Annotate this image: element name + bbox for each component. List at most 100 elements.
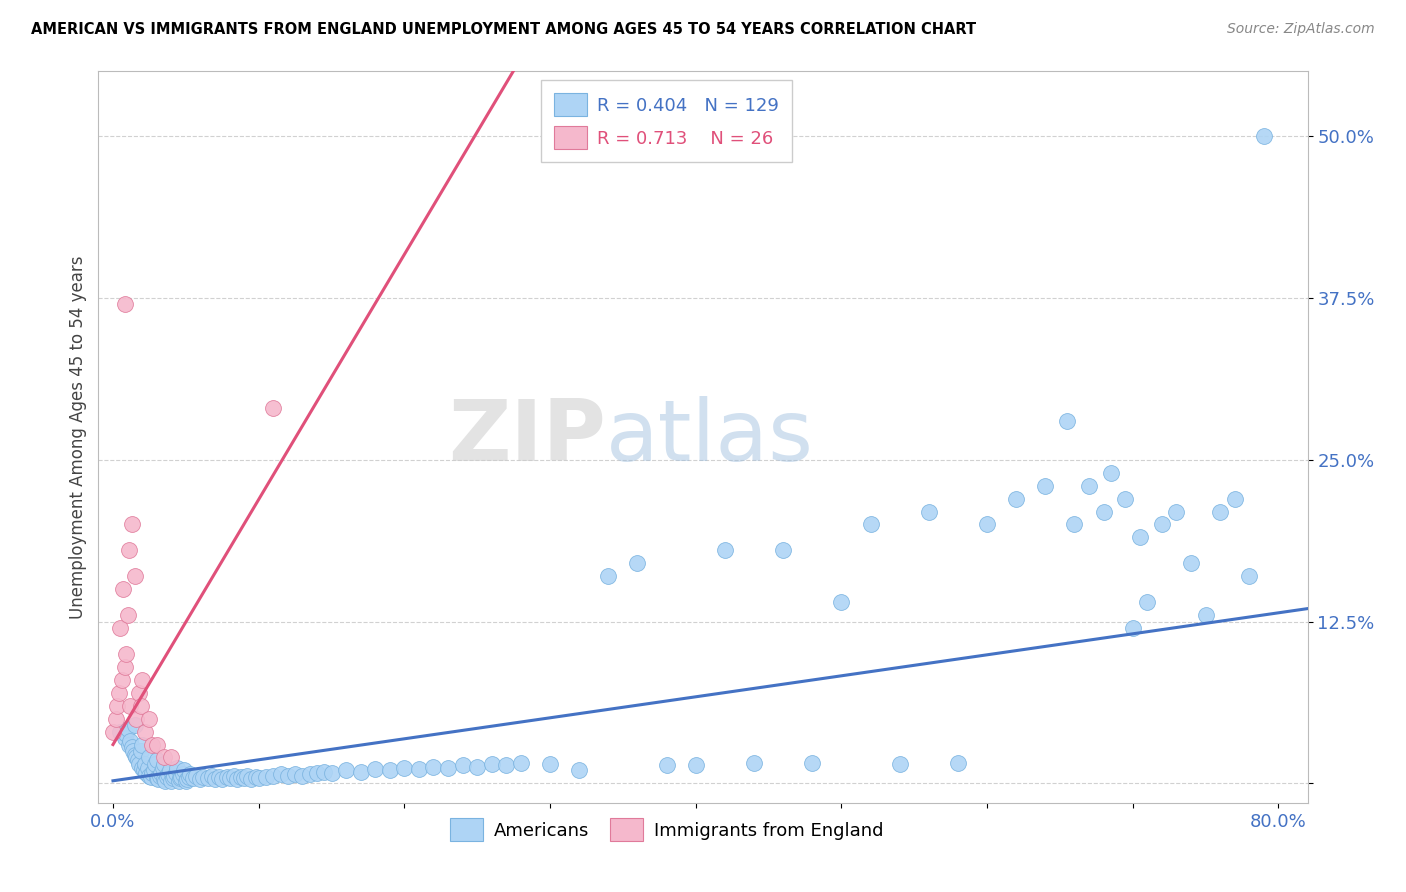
- Point: [437, 761, 460, 775]
- Text: ZIP: ZIP: [449, 395, 606, 479]
- Point: [291, 769, 314, 783]
- Point: [190, 772, 212, 787]
- Point: [193, 770, 215, 784]
- Point: [172, 767, 194, 781]
- Point: [830, 595, 852, 609]
- Point: [131, 673, 153, 687]
- Point: [157, 767, 180, 781]
- Point: [120, 733, 142, 747]
- Point: [108, 686, 131, 700]
- Point: [129, 744, 152, 758]
- Point: [225, 772, 247, 787]
- Point: [114, 731, 136, 745]
- Point: [124, 718, 146, 732]
- Point: [117, 722, 139, 736]
- Point: [163, 769, 186, 783]
- Point: [1078, 478, 1101, 492]
- Point: [1092, 504, 1115, 518]
- Point: [247, 771, 270, 785]
- Point: [298, 767, 321, 781]
- Point: [143, 756, 166, 771]
- Point: [626, 557, 648, 571]
- Point: [115, 647, 138, 661]
- Point: [110, 621, 132, 635]
- Point: [141, 766, 163, 780]
- Point: [104, 712, 127, 726]
- Point: [1005, 491, 1028, 506]
- Point: [1209, 504, 1232, 518]
- Point: [111, 673, 134, 687]
- Point: [859, 517, 882, 532]
- Point: [145, 771, 167, 785]
- Point: [714, 543, 737, 558]
- Point: [568, 764, 591, 778]
- Point: [149, 769, 172, 783]
- Point: [204, 772, 226, 787]
- Point: [174, 773, 197, 788]
- Point: [240, 772, 263, 787]
- Point: [378, 764, 401, 778]
- Point: [201, 769, 224, 783]
- Point: [1099, 466, 1122, 480]
- Point: [141, 738, 163, 752]
- Point: [121, 517, 143, 532]
- Point: [142, 764, 165, 778]
- Point: [138, 712, 160, 726]
- Y-axis label: Unemployment Among Ages 45 to 54 years: Unemployment Among Ages 45 to 54 years: [69, 255, 87, 619]
- Point: [598, 569, 620, 583]
- Point: [135, 766, 157, 780]
- Point: [254, 770, 277, 784]
- Point: [321, 766, 343, 780]
- Point: [156, 770, 179, 784]
- Point: [153, 772, 176, 787]
- Point: [1129, 530, 1152, 544]
- Point: [118, 543, 141, 558]
- Point: [129, 698, 152, 713]
- Point: [262, 401, 284, 415]
- Legend: Americans, Immigrants from England: Americans, Immigrants from England: [443, 811, 890, 848]
- Point: [134, 756, 156, 771]
- Point: [211, 772, 233, 787]
- Point: [1180, 557, 1202, 571]
- Point: [1056, 414, 1078, 428]
- Point: [170, 770, 193, 784]
- Point: [509, 756, 531, 770]
- Point: [218, 771, 240, 785]
- Point: [169, 771, 191, 785]
- Point: [122, 744, 145, 758]
- Text: atlas: atlas: [606, 395, 814, 479]
- Point: [165, 766, 187, 780]
- Point: [918, 504, 941, 518]
- Point: [277, 769, 299, 783]
- Point: [976, 517, 998, 532]
- Point: [236, 769, 259, 783]
- Point: [538, 756, 561, 771]
- Point: [408, 762, 430, 776]
- Point: [233, 771, 256, 785]
- Point: [166, 761, 188, 775]
- Point: [1114, 491, 1136, 506]
- Point: [335, 764, 357, 778]
- Point: [145, 738, 167, 752]
- Point: [270, 767, 292, 781]
- Point: [131, 761, 153, 775]
- Point: [350, 764, 373, 779]
- Point: [101, 724, 124, 739]
- Point: [1063, 517, 1085, 532]
- Point: [481, 756, 503, 771]
- Point: [451, 758, 474, 772]
- Text: Source: ZipAtlas.com: Source: ZipAtlas.com: [1227, 22, 1375, 37]
- Point: [305, 766, 328, 780]
- Point: [125, 712, 148, 726]
- Point: [1253, 129, 1275, 144]
- Point: [284, 767, 307, 781]
- Point: [159, 764, 181, 778]
- Point: [314, 764, 336, 779]
- Point: [946, 756, 969, 770]
- Point: [146, 772, 169, 787]
- Point: [125, 750, 148, 764]
- Point: [160, 773, 183, 788]
- Point: [801, 756, 824, 770]
- Point: [139, 770, 162, 784]
- Point: [114, 660, 136, 674]
